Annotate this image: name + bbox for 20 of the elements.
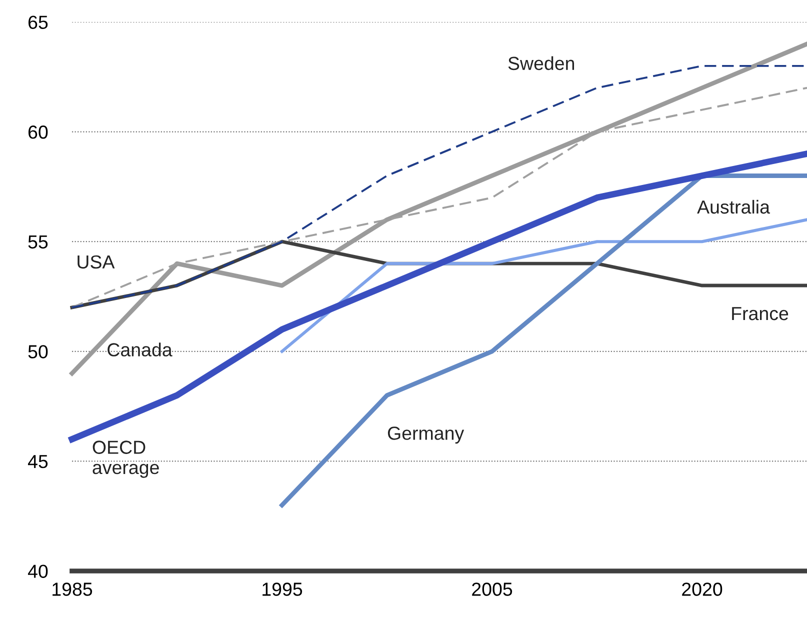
y-tick-label: 65 xyxy=(28,16,48,29)
x-tick-label: 1995 xyxy=(262,582,302,596)
y-tick-label: 50 xyxy=(28,345,48,358)
series-label: Sweden xyxy=(508,56,574,70)
series-label: USA xyxy=(78,255,115,269)
x-tick-label: 2020 xyxy=(682,582,722,596)
series-label: Australia xyxy=(697,200,770,214)
series-label: Germany xyxy=(388,426,464,444)
y-tick-label: 60 xyxy=(28,126,48,139)
line-series xyxy=(280,173,807,508)
x-tick-label: 1985 xyxy=(52,582,92,596)
series-label: Canada xyxy=(108,342,172,356)
y-tick-label: 40 xyxy=(28,564,48,578)
line-series xyxy=(280,218,807,353)
series-label: OECD average xyxy=(92,440,159,478)
series-label: France xyxy=(732,307,788,320)
y-tick-label: 45 xyxy=(28,455,48,468)
y-tick-label: 55 xyxy=(28,235,48,249)
line-series xyxy=(70,42,807,376)
x-tick-label: 2005 xyxy=(472,582,512,596)
